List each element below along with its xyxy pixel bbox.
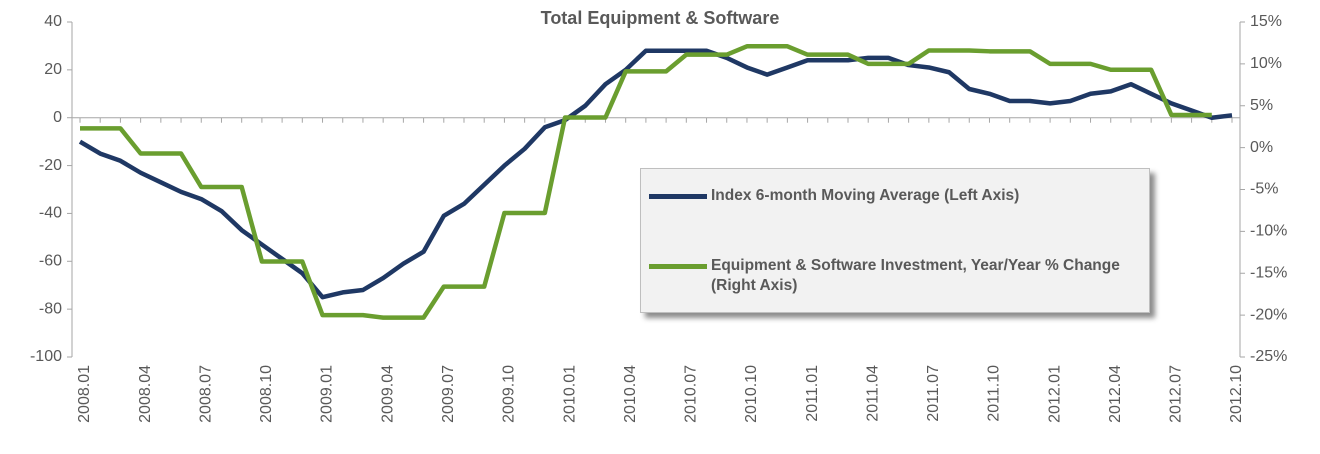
x-tick-label: 2008.10 <box>258 365 275 423</box>
y2-tick-label: 10% <box>1250 55 1282 72</box>
x-tick-label: 2012.10 <box>1228 365 1245 423</box>
y2-tick-label: -5% <box>1250 181 1278 198</box>
legend-swatch <box>649 194 707 199</box>
y2-tick-label: -15% <box>1250 264 1287 281</box>
x-tick-label: 2012.01 <box>1046 365 1063 423</box>
x-tick-label: 2012.04 <box>1107 365 1124 423</box>
y-tick-label: 0 <box>53 109 62 126</box>
legend-label: Equipment & Software Investment, Year/Ye… <box>711 257 1120 294</box>
legend: Index 6-month Moving Average (Left Axis)… <box>640 168 1150 313</box>
x-tick-label: 2010.01 <box>561 365 578 423</box>
y2-tick-label: -20% <box>1250 306 1287 323</box>
x-tick-label: 2012.07 <box>1168 365 1185 423</box>
x-tick-label: 2011.04 <box>864 365 881 422</box>
legend-entry: Index 6-month Moving Average (Left Axis) <box>649 186 1141 206</box>
y2-tick-label: 15% <box>1250 13 1282 30</box>
x-tick-label: 2008.04 <box>137 365 154 423</box>
y-tick-label: -40 <box>39 205 62 222</box>
x-tick-label: 2009.04 <box>379 365 396 423</box>
x-tick-label: 2010.07 <box>683 365 700 423</box>
x-tick-label: 2009.07 <box>440 365 457 423</box>
y2-tick-label: -25% <box>1250 348 1287 365</box>
x-tick-label: 2010.04 <box>622 365 639 423</box>
x-tick-label: 2011.07 <box>925 365 942 422</box>
legend-label: Index 6-month Moving Average (Left Axis) <box>711 187 1020 204</box>
y-tick-label: -80 <box>39 300 62 317</box>
y2-tick-label: 0% <box>1250 139 1273 156</box>
x-tick-label: 2011.01 <box>804 365 821 422</box>
y-tick-label: -100 <box>30 348 62 365</box>
y-tick-label: -20 <box>39 157 62 174</box>
legend-entry: Equipment & Software Investment, Year/Ye… <box>649 256 1141 296</box>
y2-tick-label: -10% <box>1250 223 1287 240</box>
series-line <box>78 48 1233 300</box>
y-tick-label: 20 <box>44 61 62 78</box>
x-tick-label: 2008.01 <box>76 365 93 423</box>
y-tick-label: 40 <box>44 13 62 30</box>
chart-title: Total Equipment & Software <box>541 8 780 28</box>
x-tick-label: 2009.01 <box>319 365 336 423</box>
y2-tick-label: 5% <box>1250 97 1273 114</box>
x-tick-label: 2010.10 <box>743 365 760 423</box>
legend-swatch <box>649 264 707 269</box>
x-tick-label: 2009.10 <box>501 365 518 423</box>
x-tick-label: 2008.07 <box>197 365 214 423</box>
x-tick-label: 2011.10 <box>986 365 1003 422</box>
series-line <box>80 44 1212 320</box>
y-tick-label: -60 <box>39 253 62 270</box>
